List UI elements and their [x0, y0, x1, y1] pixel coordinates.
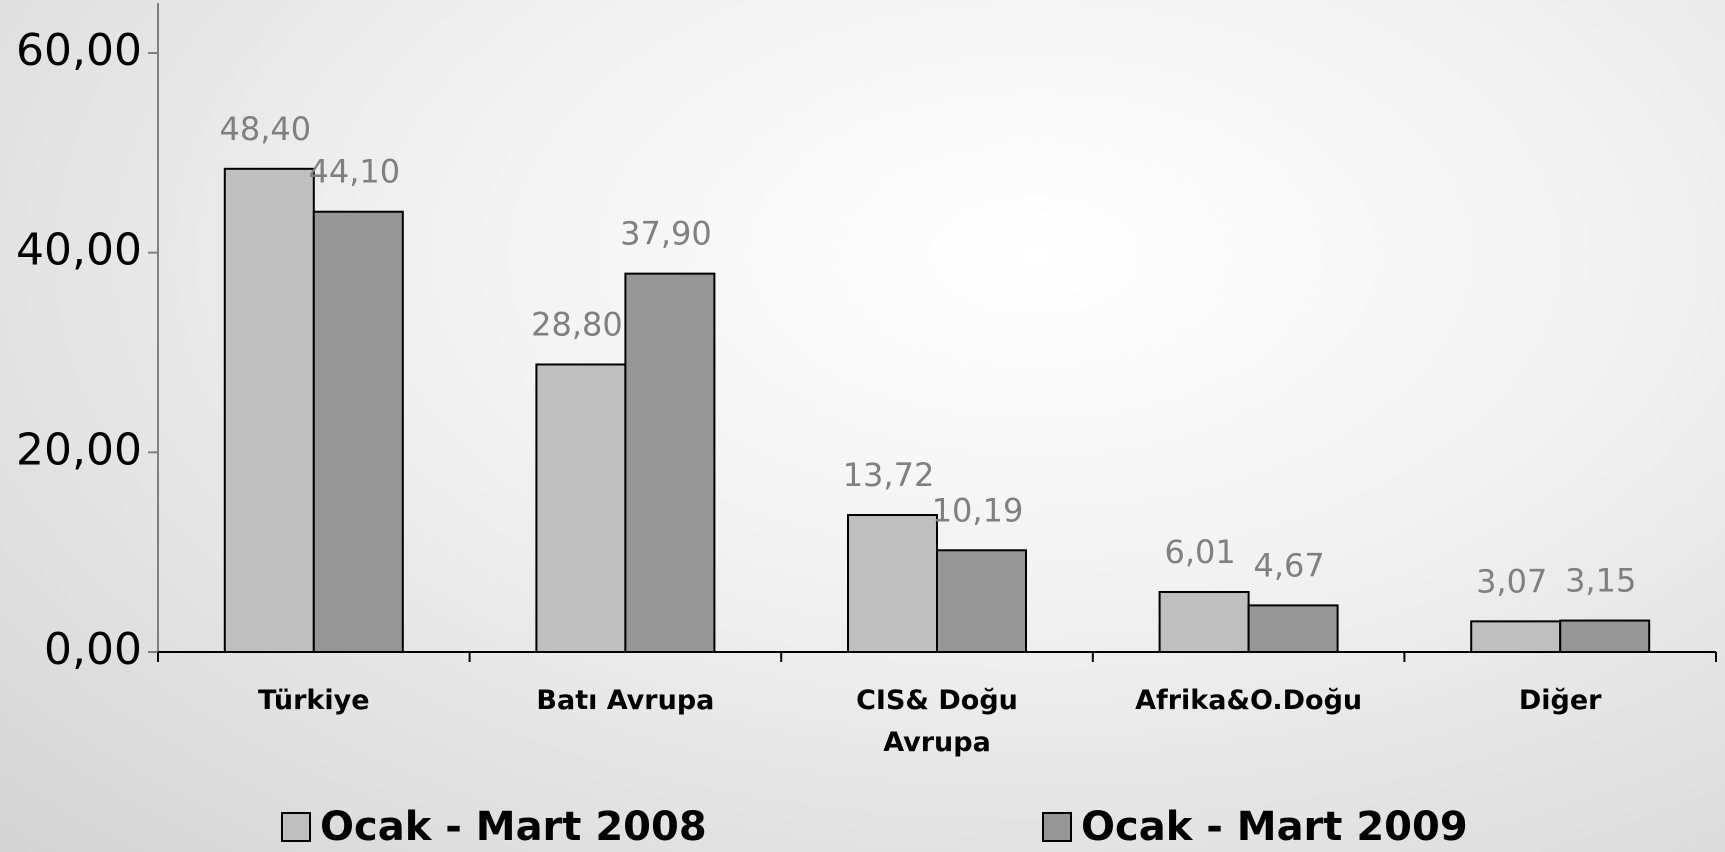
- y-tick-label: 0,00: [44, 624, 142, 675]
- value-label: 37,90: [620, 215, 712, 253]
- bar: [1247, 604, 1339, 653]
- value-label: 13,72: [843, 456, 935, 494]
- value-label: 10,19: [932, 491, 1024, 529]
- x-tick-label: CIS& Doğu Avrupa: [856, 685, 1018, 758]
- x-tick-label: Diğer: [1518, 685, 1602, 716]
- legend-swatch: [281, 812, 311, 842]
- y-tick-label: 40,00: [16, 225, 142, 276]
- legend-label: Ocak - Mart 2009: [1081, 804, 1468, 850]
- bar: [223, 167, 315, 653]
- bar: [1470, 620, 1562, 654]
- bar: [312, 210, 404, 654]
- bar: [624, 272, 716, 653]
- bar: [535, 363, 627, 653]
- value-label: 44,10: [308, 153, 400, 191]
- bar: [936, 549, 1027, 653]
- x-tick-label: Batı Avrupa: [536, 685, 715, 716]
- value-label: 3,15: [1565, 562, 1636, 600]
- value-label: 48,40: [219, 110, 311, 148]
- y-tick-label: 60,00: [16, 25, 142, 76]
- bar: [1559, 619, 1651, 653]
- legend-swatch: [1042, 812, 1072, 842]
- bar: [847, 514, 938, 654]
- y-tick-label: 20,00: [16, 424, 142, 475]
- bar: [1158, 591, 1250, 654]
- value-label: 3,07: [1476, 562, 1547, 600]
- legend-label: Ocak - Mart 2008: [320, 804, 707, 850]
- x-tick-label: Türkiye: [258, 685, 370, 716]
- x-tick-label: Afrika&O.Doğu: [1135, 685, 1363, 716]
- value-label: 4,67: [1253, 546, 1324, 584]
- value-label: 28,80: [531, 305, 623, 343]
- value-label: 6,01: [1164, 533, 1235, 571]
